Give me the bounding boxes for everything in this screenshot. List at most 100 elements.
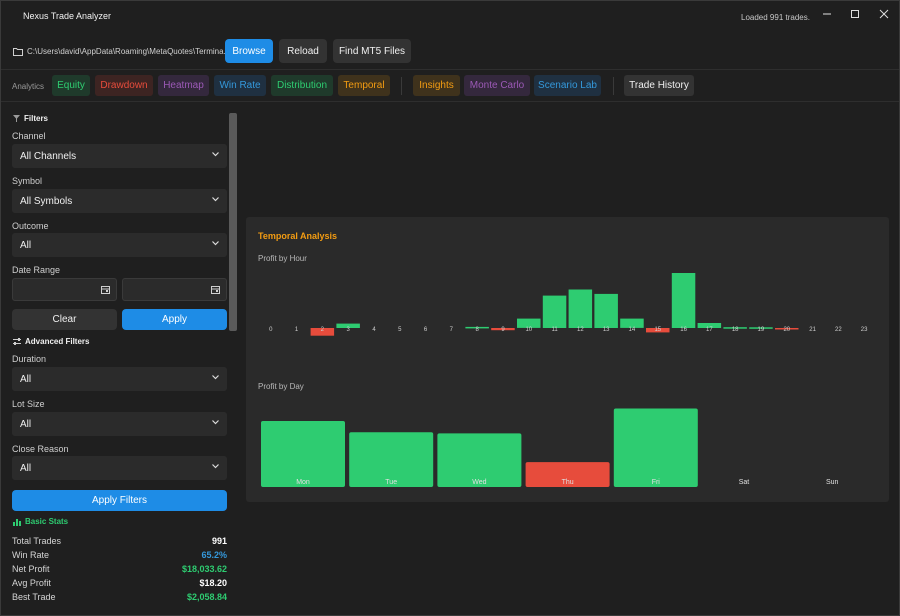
tab-equity[interactable]: Equity	[52, 75, 90, 96]
duration-select[interactable]: All	[12, 367, 227, 391]
hour-bar	[542, 295, 567, 328]
sidebar-scrollbar[interactable]	[229, 113, 237, 331]
hour-bar	[620, 318, 644, 328]
load-status: Loaded 991 trades.	[741, 13, 810, 22]
outcome-select[interactable]: All	[12, 233, 227, 257]
stat-total-trades: Total Trades 991	[12, 536, 227, 546]
basic-stats-heading: Basic Stats	[13, 517, 68, 526]
chevron-down-icon	[212, 420, 219, 425]
stat-value: $18.20	[199, 578, 227, 588]
hour-tick-label: 2	[321, 327, 325, 333]
tab-separator	[401, 77, 402, 95]
day-tick-label: Mon	[296, 479, 310, 486]
channel-select[interactable]: All Channels	[12, 144, 227, 168]
chevron-down-icon	[212, 241, 219, 246]
apply-button[interactable]: Apply	[122, 309, 227, 330]
hour-tick-label: 3	[347, 327, 351, 333]
stat-label: Avg Profit	[12, 578, 51, 588]
window-title: Nexus Trade Analyzer	[23, 11, 112, 21]
close-button[interactable]	[873, 5, 895, 23]
hour-tick-label: 0	[269, 327, 273, 333]
day-bar	[437, 433, 522, 487]
day-bar	[613, 408, 698, 487]
divider	[1, 69, 899, 70]
reload-button[interactable]: Reload	[279, 39, 327, 63]
hour-tick-label: 8	[476, 327, 480, 333]
file-path: C:\Users\david\AppData\Roaming\MetaQuote…	[27, 47, 231, 56]
outcome-value: All	[20, 239, 32, 251]
day-tick-label: Thu	[562, 479, 574, 486]
hour-chart-title: Profit by Hour	[258, 254, 307, 263]
tab-drawdown[interactable]: Drawdown	[95, 75, 153, 96]
advanced-filters-heading-text: Advanced Filters	[25, 337, 90, 346]
outcome-label: Outcome	[12, 221, 49, 231]
stat-label: Best Trade	[12, 592, 56, 602]
tab-separator	[613, 77, 614, 95]
calendar-icon	[101, 286, 110, 294]
browse-button[interactable]: Browse	[225, 39, 273, 63]
divider	[1, 101, 899, 102]
hour-bar	[568, 289, 593, 328]
stat-label: Win Rate	[12, 550, 50, 560]
hour-tick-label: 9	[501, 327, 505, 333]
symbol-value: All Symbols	[20, 195, 73, 207]
minimize-icon	[823, 13, 831, 15]
profit-by-day-chart: Mon Tue Wed Thu Fri Sat Sun	[261, 408, 839, 487]
start-date-input[interactable]	[12, 278, 117, 301]
chevron-down-icon	[212, 464, 219, 469]
filters-heading: Filters	[13, 114, 48, 123]
hour-tick-label: 11	[551, 327, 558, 333]
channel-label: Channel	[12, 131, 46, 141]
channel-value: All Channels	[20, 150, 77, 162]
chevron-down-icon	[212, 197, 219, 202]
filter-sidebar: Filters Channel All Channels Symbol All …	[1, 106, 239, 616]
hour-tick-label: 12	[577, 327, 584, 333]
profit-by-hour-chart: 0 1 2 3 4 5 6 7 8 9 10 11 12 13 14 15 16 17 18 19 20 21 22 23	[269, 273, 868, 336]
clear-button[interactable]: Clear	[12, 309, 117, 330]
tab-win-rate[interactable]: Win Rate	[214, 75, 266, 96]
date-range-label: Date Range	[12, 265, 61, 275]
tab-scenario-lab[interactable]: Scenario Lab	[534, 75, 601, 96]
hour-tick-label: 1	[295, 327, 299, 333]
tab-temporal[interactable]: Temporal	[338, 75, 390, 96]
filters-heading-text: Filters	[24, 114, 49, 123]
lot-size-select[interactable]: All	[12, 412, 227, 436]
end-date-input[interactable]	[122, 278, 227, 301]
tab-trade-history[interactable]: Trade History	[624, 75, 694, 96]
hour-bar	[517, 318, 541, 328]
hour-bar	[697, 323, 722, 328]
day-tick-label: Sat	[739, 479, 750, 486]
stat-win-rate: Win Rate 65.2%	[12, 550, 227, 560]
maximize-button[interactable]	[844, 5, 866, 23]
symbol-label: Symbol	[12, 176, 43, 186]
tab-distribution[interactable]: Distribution	[271, 75, 333, 96]
symbol-select[interactable]: All Symbols	[12, 189, 227, 213]
hour-bar	[775, 328, 799, 330]
analytics-tab-bar: Analytics Equity Drawdown Heatmap Win Ra…	[1, 73, 899, 99]
close-reason-select[interactable]: All	[12, 456, 227, 480]
tab-heatmap[interactable]: Heatmap	[158, 75, 209, 96]
hour-bar	[646, 328, 670, 333]
stat-value: $18,033.62	[181, 564, 227, 574]
stat-value: 65.2%	[201, 550, 227, 560]
hour-tick-label: 4	[372, 327, 376, 333]
find-mt5-files-button[interactable]: Find MT5 Files	[333, 39, 411, 63]
hour-tick-label: 13	[603, 327, 610, 333]
apply-filters-button[interactable]: Apply Filters	[12, 490, 227, 511]
close-reason-label: Close Reason	[12, 444, 69, 454]
minimize-button[interactable]	[816, 5, 838, 23]
tab-monte-carlo[interactable]: Monte Carlo	[464, 75, 530, 96]
chevron-down-icon	[212, 152, 219, 157]
hour-bar	[671, 273, 696, 328]
hour-bar	[491, 328, 515, 331]
tab-insights[interactable]: Insights	[413, 75, 460, 96]
day-tick-label: Tue	[385, 479, 397, 486]
stat-label: Net Profit	[12, 564, 50, 574]
duration-value: All	[20, 373, 32, 385]
folder-icon	[13, 48, 23, 56]
day-bar	[525, 462, 610, 487]
day-bar	[349, 432, 434, 487]
analytics-label: Analytics	[12, 82, 45, 91]
hour-tick-label: 14	[629, 327, 636, 333]
